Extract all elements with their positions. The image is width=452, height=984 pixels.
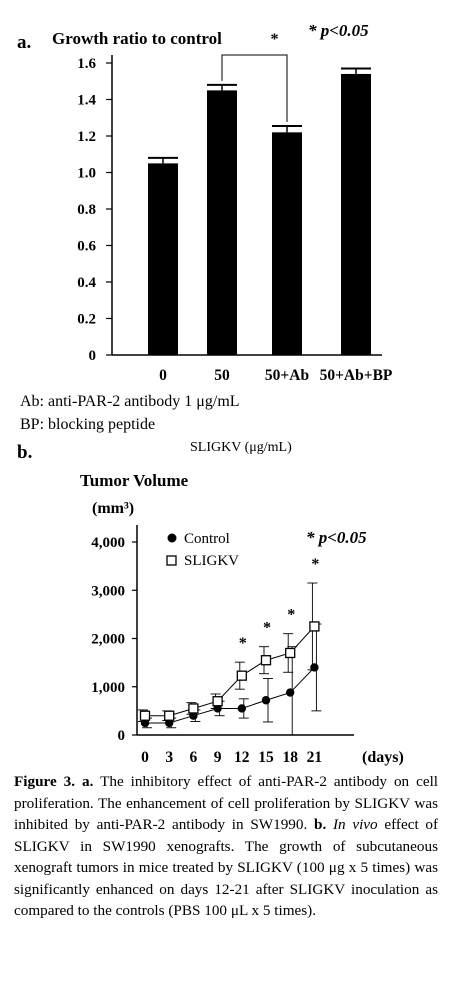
caption-b-text: effect of SLIGKV in SW1990 xenografts. T… (14, 816, 439, 919)
panel-a-note-bp: BP: blocking peptide (20, 416, 155, 433)
data-point-control (310, 663, 319, 672)
bar (148, 163, 178, 355)
panel-a-bar-chart: a. Growth ratio to control * p<0.05 0 0.2… (17, 21, 393, 455)
legend-control-marker (167, 533, 177, 543)
x-category-label: 50+Ab (265, 367, 309, 384)
data-point-sligkv (139, 710, 151, 721)
data-point-sligkv (285, 647, 296, 659)
significance-star: * (271, 31, 279, 48)
x-tick-label: 18 (282, 749, 298, 766)
x-tick-label: 6 (190, 749, 198, 766)
y-tick-label: 1.4 (77, 93, 96, 109)
y-tick-label: 3,000 (91, 583, 125, 599)
significance-star: * (287, 607, 295, 624)
caption-b-label: b. (314, 816, 327, 833)
x-tick-label: 3 (165, 749, 173, 766)
data-point-control (286, 688, 295, 697)
x-tick-label: 9 (214, 749, 222, 766)
x-category-label: 0 (159, 367, 167, 384)
panel-a-title: Growth ratio to control (52, 29, 222, 48)
y-tick-label: 0.8 (77, 202, 96, 218)
x-category-label: 50 (214, 367, 230, 384)
y-tick-label: 1.0 (77, 166, 96, 182)
x-tick-label: 15 (258, 749, 274, 766)
y-tick-label: 0 (118, 728, 126, 744)
panel-b-y-unit: (mm³) (92, 500, 134, 517)
panel-b-significance-legend: * p<0.05 (306, 528, 367, 547)
panel-b-x-axis-title: (days) (362, 749, 404, 766)
y-tick-label: 0.2 (77, 312, 96, 328)
caption-a-label: a. (82, 773, 94, 790)
data-point-sligkv (236, 670, 247, 681)
legend-sligkv-label: SLIGKV (184, 553, 239, 569)
y-tick-label: 1.2 (77, 129, 96, 145)
significance-star: * (239, 635, 247, 652)
y-tick-label: 0 (89, 348, 97, 364)
data-point-control (261, 696, 271, 705)
figure-caption: Figure 3. a. The inhibitory effect of an… (14, 771, 438, 922)
data-point-sligkv (164, 710, 175, 721)
legend-control-label: Control (184, 531, 230, 547)
panel-a-label: a. (17, 32, 31, 53)
x-tick-label: 12 (234, 749, 250, 766)
significance-star: * (311, 556, 319, 573)
bar (341, 73, 371, 355)
significance-bracket (221, 54, 288, 122)
bar (207, 90, 237, 355)
y-tick-label: 2,000 (91, 632, 125, 648)
series-line-sligkv (145, 626, 315, 717)
y-tick-label: 4,000 (91, 535, 125, 551)
data-point-control (237, 704, 246, 713)
y-tick-label: 1.6 (77, 56, 96, 72)
x-tick-label: 0 (141, 749, 149, 766)
data-point-sligkv (188, 703, 199, 714)
y-tick-label: 0.4 (77, 275, 96, 291)
caption-a-text: The inhibitory effect of anti-PAR-2 anti… (14, 773, 439, 833)
x-category-label: 50+Ab+BP (320, 367, 393, 384)
caption-b-italic: In vivo (332, 816, 378, 833)
panel-b-legend: Control SLIGKV (166, 531, 239, 569)
caption-lead: Figure 3. (14, 773, 76, 790)
bar (272, 132, 302, 355)
data-point-sligkv (212, 696, 223, 707)
significance-star: * (263, 620, 271, 637)
data-point-sligkv (309, 621, 320, 632)
panel-a-significance-legend: * p<0.05 (308, 21, 369, 40)
panel-a-note-ab: Ab: anti-PAR-2 antibody 1 μg/mL (20, 393, 240, 410)
panel-b-line-chart: b. Tumor Volume (mm³) * p<0.05 0 1,000 2,0… (17, 442, 404, 766)
series-line-control (145, 667, 315, 724)
panel-b-title: Tumor Volume (80, 471, 189, 490)
panel-a-x-axis-title: SLIGKV (μg/mL) (190, 440, 292, 455)
panel-b-label: b. (17, 442, 32, 463)
x-tick-label: 21 (307, 749, 323, 766)
data-point-sligkv (260, 655, 272, 666)
legend-sligkv-marker (166, 555, 177, 566)
y-tick-label: 0.6 (77, 239, 96, 255)
y-tick-label: 1,000 (91, 680, 125, 696)
